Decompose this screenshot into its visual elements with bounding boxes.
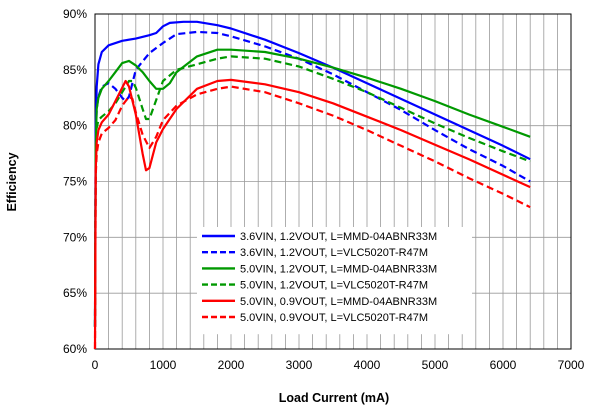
x-axis-ticks: 0 1000 2000 3000 4000 5000 6000 7000: [92, 358, 585, 372]
legend-entry-label: 5.0VIN, 0.9VOUT, L=MMD-04ABNR33M: [240, 296, 437, 308]
series-lines: [93, 20, 531, 350]
legend-entry-label: 5.0VIN, 1.2VOUT, L=MMD-04ABNR33M: [240, 263, 437, 275]
series-line-5: [93, 78, 531, 350]
x-tick-label: 5000: [422, 358, 449, 372]
legend-entry-label: 3.6VIN, 1.2VOUT, L=VLC5020T-R47M: [240, 247, 428, 259]
x-tick-label: 7000: [558, 358, 585, 372]
x-tick-label: 3000: [286, 358, 313, 372]
series-line-6: [93, 85, 531, 350]
y-tick-label: 90%: [63, 7, 87, 21]
series-line-3: [93, 48, 531, 327]
x-tick-label: 0: [92, 358, 99, 372]
legend: 3.6VIN, 1.2VOUT, L=MMD-04ABNR33M 3.6VIN, …: [197, 227, 472, 335]
y-axis-title: Efficiency: [5, 152, 19, 211]
y-axis-ticks: 60% 65% 70% 75% 80% 85% 90%: [63, 7, 87, 356]
legend-entry-label: 3.6VIN, 1.2VOUT, L=MMD-04ABNR33M: [240, 231, 437, 243]
y-tick-label: 60%: [63, 342, 87, 356]
legend-entry-label: 5.0VIN, 0.9VOUT, L=VLC5020T-R47M: [240, 312, 428, 324]
legend-box: [197, 227, 472, 335]
series-line-4: [93, 55, 531, 327]
x-tick-label: 6000: [490, 358, 517, 372]
y-tick-label: 70%: [63, 230, 87, 244]
y-tick-label: 65%: [63, 286, 87, 300]
x-tick-label: 4000: [354, 358, 381, 372]
series-line-1: [93, 20, 531, 327]
x-axis-title: Load Current (mA): [279, 391, 389, 405]
y-tick-label: 85%: [63, 63, 87, 77]
legend-entry-label: 5.0VIN, 1.2VOUT, L=VLC5020T-R47M: [240, 280, 428, 292]
x-tick-label: 1000: [150, 358, 177, 372]
y-tick-label: 75%: [63, 175, 87, 189]
y-tick-label: 80%: [63, 119, 87, 133]
x-tick-label: 2000: [218, 358, 245, 372]
